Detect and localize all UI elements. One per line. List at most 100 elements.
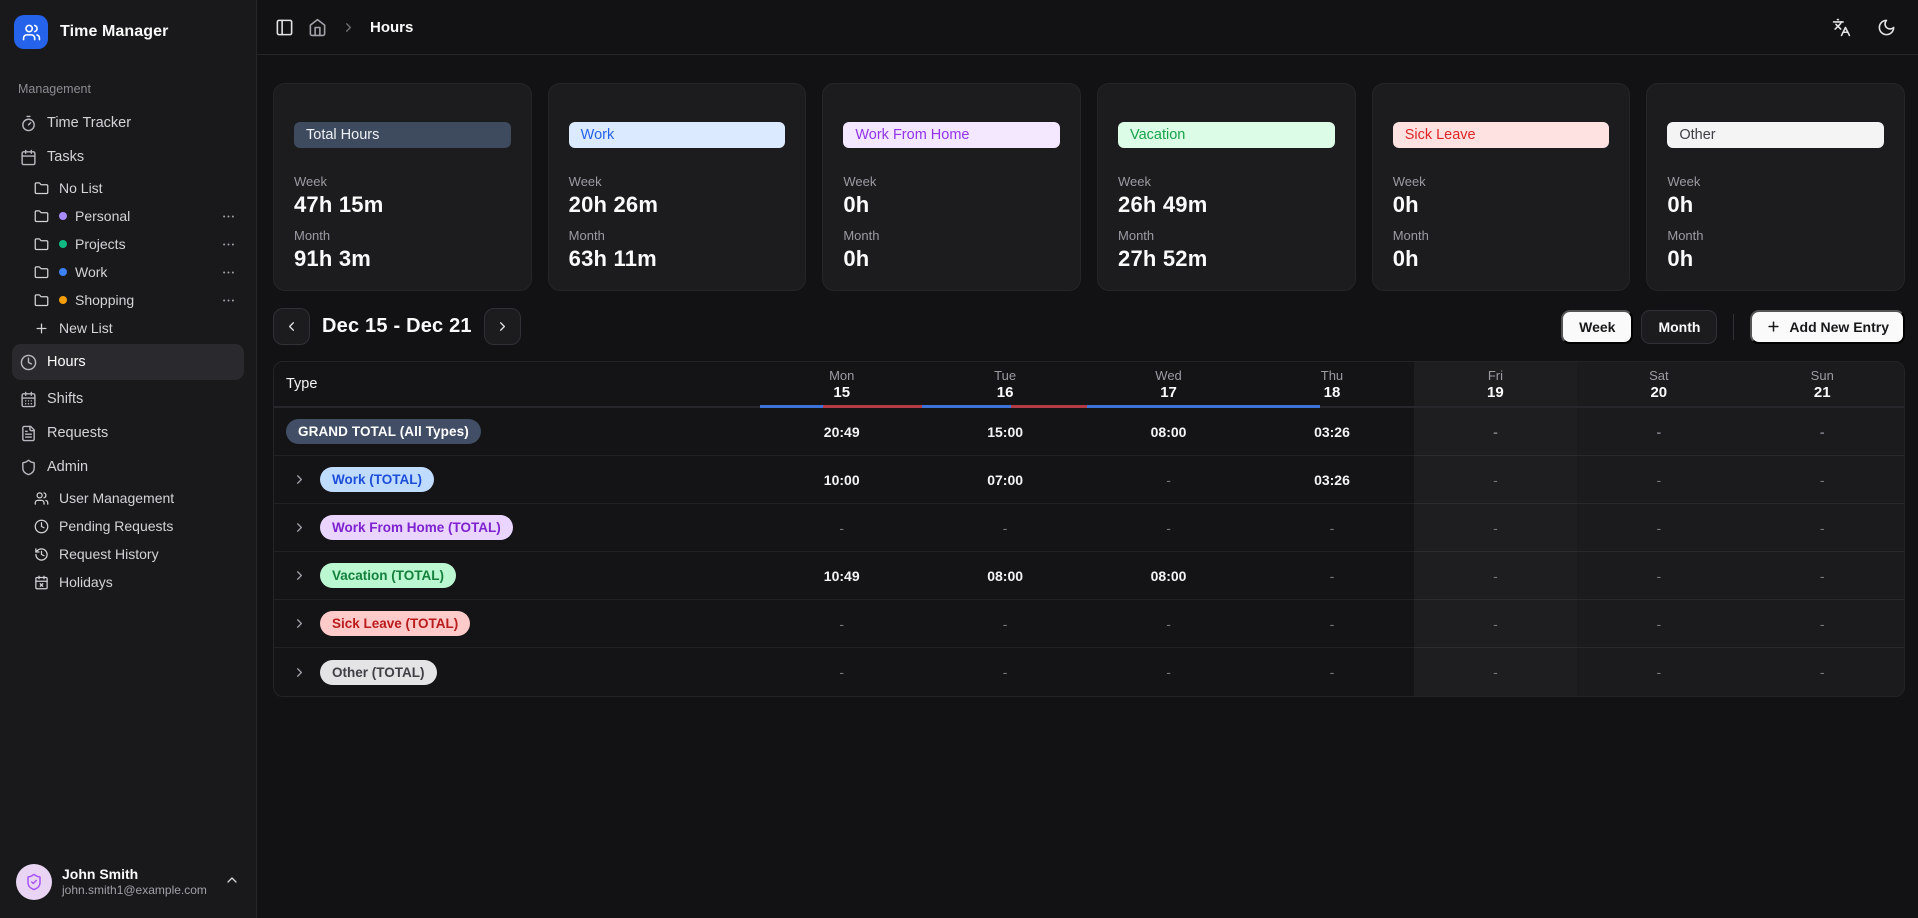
summary-card-sick-leave: Sick Leave Week 0h Month 0h bbox=[1371, 83, 1631, 291]
chevron-right-icon bbox=[341, 20, 356, 35]
table-row-work-from-home: Work From Home (TOTAL) - - - - - - - bbox=[274, 504, 1904, 552]
list-options-button[interactable] bbox=[221, 293, 236, 308]
hours-cell: 03:26 bbox=[1314, 423, 1350, 440]
table-row-other: Other (TOTAL) - - - - - - - bbox=[274, 648, 1904, 696]
sidebar-item-label: Time Tracker bbox=[47, 115, 132, 131]
month-view-button[interactable]: Month bbox=[1641, 309, 1718, 344]
card-type-badge: Work From Home bbox=[843, 122, 1061, 148]
add-new-entry-button[interactable]: Add New Entry bbox=[1750, 309, 1905, 344]
chevron-up-icon[interactable] bbox=[224, 872, 240, 893]
week-value: 0h bbox=[1392, 192, 1419, 217]
list-label: No List bbox=[59, 180, 103, 196]
month-value: 63h 11m bbox=[568, 246, 657, 271]
history-icon bbox=[35, 547, 48, 561]
week-value: 0h bbox=[843, 192, 870, 217]
hours-cell: 03:26 bbox=[1314, 471, 1350, 488]
list-options-button[interactable] bbox=[221, 237, 236, 252]
list-options-button[interactable] bbox=[221, 209, 236, 224]
hours-cell: - bbox=[1819, 664, 1825, 680]
sidebar-item-label: Holidays bbox=[59, 574, 113, 590]
day-header-tue: Tue 16 bbox=[994, 367, 1017, 401]
hours-table: Type Mon 15 Tue 16 Wed 17 Thu 18 Fri 19 Sat 20… bbox=[273, 361, 1905, 697]
hours-cell: - bbox=[1493, 519, 1498, 536]
sidebar-item-time-tracker[interactable]: Time Tracker bbox=[12, 106, 244, 140]
week-label: Week bbox=[568, 174, 602, 189]
hours-cell: 15:00 bbox=[987, 423, 1024, 440]
toolbar-divider bbox=[1733, 313, 1735, 340]
content: Total Hours Week 47h 15m Month 91h 3m Wo… bbox=[257, 55, 1918, 918]
table-row-grand-total: GRAND TOTAL (All Types) 20:49 15:00 08:0… bbox=[274, 408, 1904, 456]
app-logo: Time Manager bbox=[12, 10, 244, 54]
list-options-button[interactable] bbox=[221, 265, 236, 280]
users-icon bbox=[34, 491, 49, 505]
dark-mode-toggle-button[interactable] bbox=[1877, 18, 1896, 37]
hours-cell: 08:00 bbox=[1150, 423, 1187, 440]
sidebar-item-tasks[interactable]: Tasks bbox=[12, 140, 244, 174]
list-color-dot bbox=[59, 240, 67, 248]
expand-row-button[interactable] bbox=[286, 665, 312, 680]
hours-cell: - bbox=[1166, 471, 1171, 488]
hours-cell: - bbox=[1819, 567, 1825, 584]
expand-row-button[interactable] bbox=[286, 472, 312, 487]
sidebar-list-projects[interactable]: Projects bbox=[26, 230, 244, 258]
sidebar-item-requests[interactable]: Requests bbox=[12, 416, 244, 450]
sidebar-item-shifts[interactable]: Shifts bbox=[12, 382, 244, 416]
hours-cell: - bbox=[1166, 615, 1171, 632]
sidebar-list-personal[interactable]: Personal bbox=[26, 202, 244, 230]
expand-row-button[interactable] bbox=[286, 616, 312, 631]
list-label: Shopping bbox=[75, 292, 135, 308]
sidebar-item-admin[interactable]: Admin bbox=[12, 450, 244, 484]
week-view-button[interactable]: Week bbox=[1561, 309, 1634, 344]
hours-cell: - bbox=[1656, 423, 1662, 440]
language-toggle-button[interactable] bbox=[1832, 18, 1851, 37]
month-label: Month bbox=[1392, 228, 1429, 243]
month-label: Month bbox=[843, 228, 880, 243]
expand-row-button[interactable] bbox=[286, 568, 312, 583]
type-pill: Work (TOTAL) bbox=[320, 467, 434, 492]
new-list-button[interactable]: New List bbox=[26, 314, 244, 342]
day-header-sun: Sun 21 bbox=[1810, 367, 1834, 401]
hours-cell: - bbox=[839, 664, 845, 680]
sidebar-list-work[interactable]: Work bbox=[26, 258, 244, 286]
hours-cell: - bbox=[1493, 567, 1498, 584]
expand-row-button[interactable] bbox=[286, 520, 312, 535]
sidebar-item-hours[interactable]: Hours bbox=[12, 344, 244, 380]
list-color-dot bbox=[59, 296, 67, 304]
hours-cell: - bbox=[1493, 423, 1498, 440]
next-week-button[interactable] bbox=[483, 308, 521, 345]
sidebar-item-label: Request History bbox=[59, 546, 159, 562]
chevron-left-icon bbox=[289, 322, 294, 331]
hours-cell: - bbox=[1819, 423, 1825, 440]
hours-cell: - bbox=[1819, 471, 1825, 488]
day-header-sat: Sat 20 bbox=[1649, 367, 1669, 401]
new-list-label: New List bbox=[59, 320, 113, 336]
table-row-vacation: Vacation (TOTAL) 10:49 08:00 08:00 - - -… bbox=[274, 552, 1904, 600]
plus-icon bbox=[36, 323, 47, 333]
sidebar-item-holidays[interactable]: Holidays bbox=[26, 568, 244, 596]
month-label: Month bbox=[568, 228, 605, 243]
sidebar-item-request-history[interactable]: Request History bbox=[26, 540, 244, 568]
sidebar-list-no-list[interactable]: No List bbox=[26, 174, 244, 202]
summary-card-vacation: Vacation Week 26h 49m Month 27h 52m bbox=[1097, 83, 1356, 291]
month-value: 0h bbox=[843, 246, 870, 271]
card-type-badge: Total Hours bbox=[294, 122, 511, 148]
prev-week-button[interactable] bbox=[273, 308, 310, 345]
home-button[interactable] bbox=[308, 18, 327, 37]
avatar bbox=[16, 864, 52, 900]
sidebar-toggle-button[interactable] bbox=[275, 18, 294, 37]
clock-icon bbox=[20, 354, 37, 370]
sidebar-item-label: Tasks bbox=[47, 149, 85, 165]
week-label: Week bbox=[1667, 174, 1701, 189]
day-header-wed: Wed 17 bbox=[1155, 367, 1182, 401]
month-label: Month bbox=[1118, 228, 1155, 243]
hours-cell: 20:49 bbox=[823, 423, 860, 440]
hours-cell: - bbox=[839, 615, 845, 632]
list-label: Projects bbox=[75, 236, 126, 252]
section-label-management: Management bbox=[18, 82, 91, 96]
folder-icon bbox=[34, 293, 49, 306]
sidebar-item-user-management[interactable]: User Management bbox=[26, 484, 244, 512]
type-pill: Vacation (TOTAL) bbox=[320, 563, 457, 588]
sidebar-item-pending-requests[interactable]: Pending Requests bbox=[26, 512, 244, 540]
user-menu[interactable]: John Smith john.smith1@example.com bbox=[12, 858, 244, 906]
sidebar-list-shopping[interactable]: Shopping bbox=[26, 286, 244, 314]
